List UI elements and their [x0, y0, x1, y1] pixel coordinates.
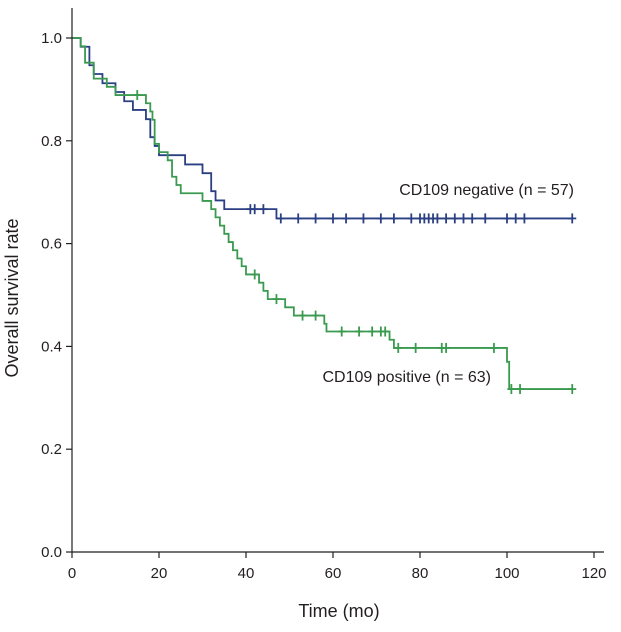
x-tick-label: 20	[151, 565, 168, 582]
y-tick-label: 1.0	[41, 30, 62, 47]
x-tick-label: 120	[581, 565, 606, 582]
x-axis-title: Time (mo)	[298, 601, 379, 621]
series-label-cd109-negative: CD109 negative (n = 57)	[399, 182, 574, 199]
y-axis: 0.0 0.2 0.4 0.6 0.8 1.0	[41, 8, 73, 561]
y-tick-label: 0.0	[41, 544, 62, 561]
series-label-cd109-positive: CD109 positive (n = 63)	[322, 369, 491, 386]
y-axis-title: Overall survival rate	[2, 218, 22, 377]
y-tick-label: 0.6	[41, 236, 62, 253]
x-tick-label: 60	[325, 565, 342, 582]
plot-area	[72, 37, 577, 395]
y-tick-label: 0.2	[41, 441, 62, 458]
censor-marks-cd109-positive	[133, 90, 577, 395]
y-tick-label: 0.4	[41, 338, 62, 355]
y-tick-label: 0.8	[41, 133, 62, 150]
x-tick-label: 0	[68, 565, 76, 582]
survival-curve-cd109-positive	[72, 37, 573, 390]
x-tick-label: 100	[494, 565, 519, 582]
x-axis: 0 20 40 60 80 100 120	[68, 551, 607, 582]
x-tick-label: 80	[412, 565, 429, 582]
censor-marks-cd109-negative	[246, 204, 577, 224]
x-tick-label: 40	[238, 565, 255, 582]
